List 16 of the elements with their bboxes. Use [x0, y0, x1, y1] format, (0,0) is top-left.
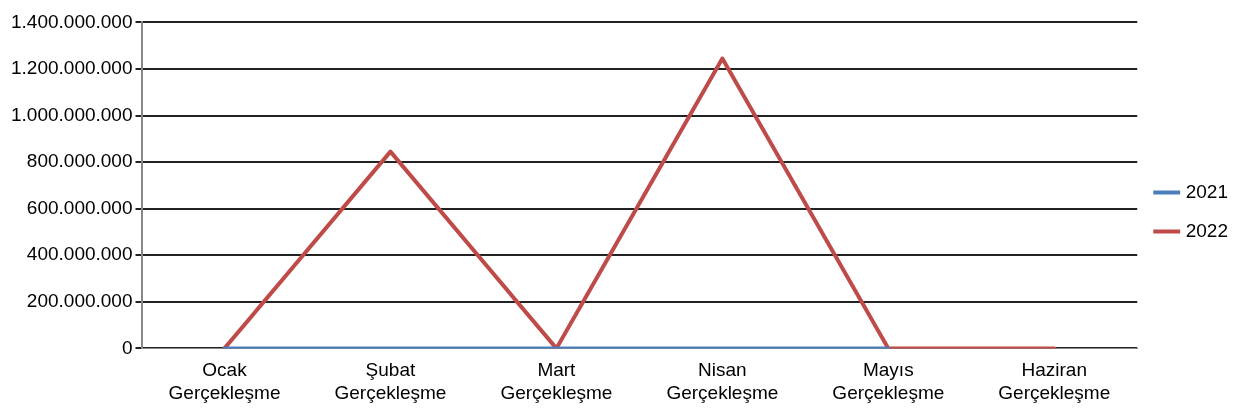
legend-label: 2022: [1185, 219, 1229, 241]
y-tick-label: 1.400.000.000: [10, 10, 133, 32]
y-tick-label: 600.000.000: [26, 196, 133, 218]
y-tick-label: 1.000.000.000: [10, 103, 133, 125]
y-tick-label: 400.000.000: [26, 243, 133, 265]
y-tick-label: 1.200.000.000: [10, 57, 133, 79]
legend-label: 2021: [1185, 180, 1229, 202]
x-tick-label: Mart Gerçekleşme: [500, 359, 613, 403]
x-tick-label: Nisan Gerçekleşme: [666, 359, 779, 403]
x-tick-label: Ocak Gerçekleşme: [168, 359, 281, 403]
x-tick-label: Haziran Gerçekleşme: [998, 359, 1111, 403]
x-tick-label: Şubat Gerçekleşme: [334, 359, 447, 403]
y-tick-label: 200.000.000: [26, 290, 133, 312]
y-tick-label: 800.000.000: [26, 150, 133, 172]
x-tick-label: Mayıs Gerçekleşme: [832, 359, 945, 403]
y-tick-label: 0: [121, 336, 133, 358]
